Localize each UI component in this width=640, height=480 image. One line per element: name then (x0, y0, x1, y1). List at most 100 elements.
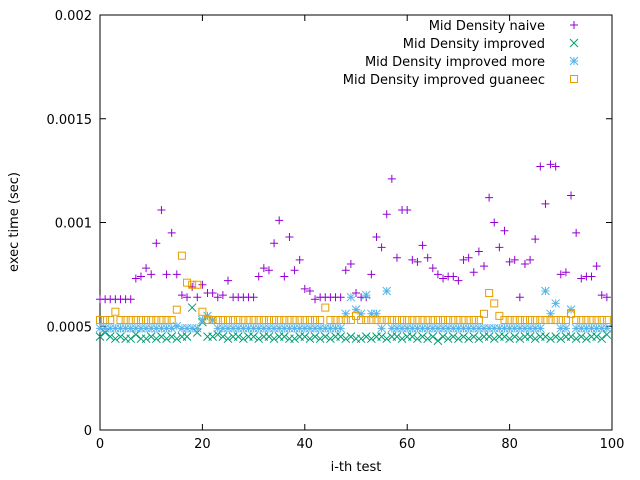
data-point (582, 316, 591, 325)
data-point (198, 315, 207, 325)
data-point (264, 332, 274, 341)
data-point (275, 216, 284, 225)
data-point (485, 193, 494, 202)
data-point (152, 316, 161, 325)
data-point (428, 323, 438, 333)
data-point (295, 323, 305, 333)
data-point (433, 270, 442, 279)
data-point (418, 316, 427, 325)
data-point (341, 316, 350, 325)
data-point (213, 293, 222, 302)
data-point (182, 332, 192, 341)
data-point (377, 316, 386, 325)
data-point (520, 316, 529, 325)
data-point (367, 270, 376, 279)
data-point (433, 336, 443, 346)
data-point (505, 334, 514, 344)
data-point (341, 266, 350, 275)
data-point (305, 334, 315, 344)
data-point (116, 332, 125, 341)
data-point (213, 323, 223, 333)
data-point (367, 309, 376, 319)
data-point (480, 309, 488, 318)
data-point (259, 316, 268, 325)
data-point (495, 243, 504, 252)
data-point (290, 266, 299, 275)
data-point (126, 323, 136, 333)
data-point (408, 255, 417, 264)
data-point (310, 332, 320, 341)
data-point (484, 332, 494, 341)
data-point (300, 332, 310, 341)
data-point (454, 323, 463, 333)
data-point (336, 316, 345, 325)
data-point (228, 323, 238, 333)
data-point (413, 257, 422, 266)
data-point (264, 316, 273, 325)
data-point (515, 316, 524, 325)
data-point (382, 316, 391, 325)
data-point (305, 316, 314, 325)
data-point (438, 323, 448, 333)
data-point (397, 323, 407, 333)
data-point (142, 316, 151, 325)
data-point (167, 316, 176, 325)
data-point (208, 315, 217, 325)
data-point (500, 323, 509, 333)
legend-marker (570, 75, 578, 83)
data-point (274, 323, 284, 333)
data-point (382, 210, 391, 219)
data-point (111, 323, 120, 333)
data-point (454, 334, 463, 344)
data-point (485, 289, 494, 298)
data-point (126, 295, 135, 304)
data-point (408, 316, 417, 325)
data-point (157, 206, 166, 215)
data-point (582, 334, 591, 344)
data-point (454, 276, 463, 285)
data-point (285, 323, 294, 333)
data-point (131, 316, 140, 325)
data-point (326, 334, 335, 344)
data-point (556, 334, 566, 344)
data-point (100, 323, 110, 333)
data-point (597, 323, 607, 333)
data-point (367, 334, 376, 344)
data-point (510, 255, 519, 264)
data-point (320, 332, 330, 341)
legend-marker (570, 21, 578, 29)
data-point (572, 228, 581, 237)
data-point (193, 280, 202, 289)
data-point (566, 305, 576, 315)
data-point (346, 292, 356, 302)
data-point (464, 316, 473, 325)
data-point (234, 316, 243, 325)
data-point (239, 323, 248, 333)
data-point (136, 323, 146, 333)
data-points (95, 160, 612, 346)
data-point (571, 323, 581, 333)
data-point (515, 293, 524, 302)
data-point (295, 316, 304, 325)
data-point (480, 262, 488, 271)
data-point (142, 264, 151, 273)
data-point (576, 332, 586, 341)
data-point (525, 332, 535, 341)
data-point (244, 316, 253, 325)
data-point (331, 323, 340, 333)
data-point (151, 323, 161, 333)
data-point (351, 305, 361, 315)
data-point (576, 323, 586, 333)
data-point (428, 264, 437, 273)
data-point (157, 323, 166, 333)
data-point (541, 199, 550, 208)
data-point (515, 334, 525, 344)
data-point (448, 332, 458, 341)
data-point (136, 316, 145, 325)
data-point (372, 316, 381, 325)
data-point (95, 332, 105, 341)
data-point (592, 316, 601, 325)
data-point (448, 323, 458, 333)
data-point (402, 323, 412, 333)
